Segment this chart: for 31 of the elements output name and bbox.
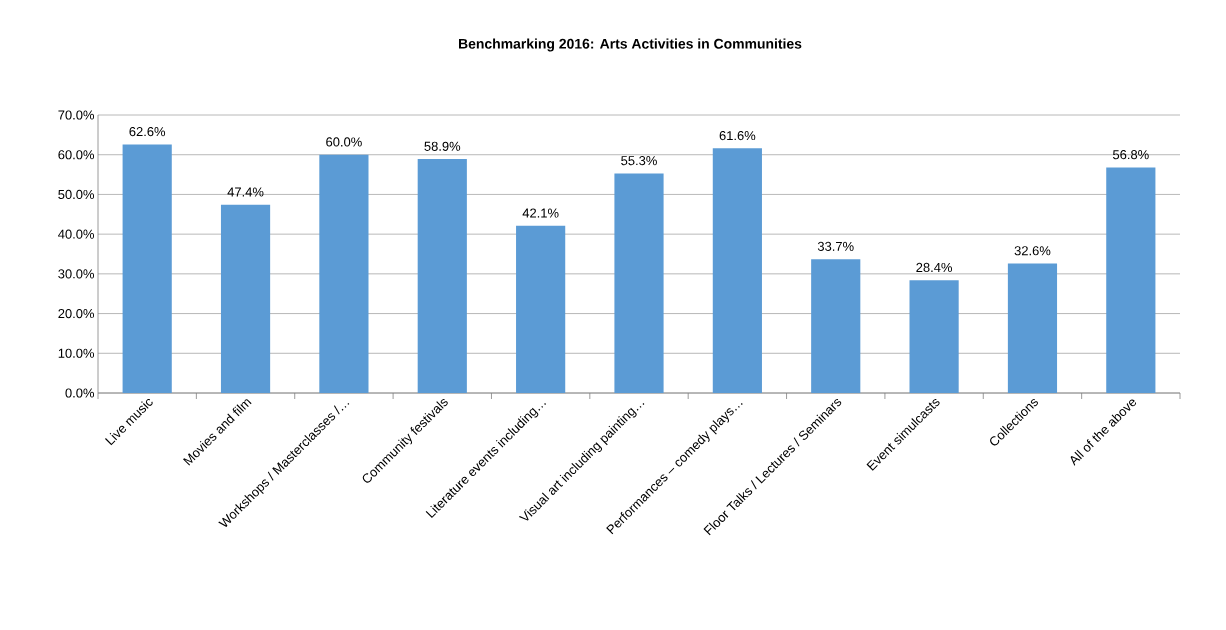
bar	[712, 148, 762, 393]
bar	[909, 280, 959, 393]
bar	[1007, 263, 1058, 393]
bar	[614, 173, 664, 393]
y-tick-label: 30.0%	[58, 269, 95, 279]
bar	[417, 159, 467, 393]
bar	[1106, 167, 1156, 393]
data-label: 62.6%	[129, 127, 166, 137]
y-tick-label: 10.0%	[58, 348, 95, 358]
bar	[220, 204, 271, 393]
chart-title: Benchmarking 2016: Arts Activities in Communities	[459, 38, 802, 52]
data-label: 33.7%	[817, 241, 854, 251]
data-label: 32.6%	[1014, 246, 1051, 256]
data-label: 55.3%	[621, 156, 657, 166]
data-label: 56.8%	[1112, 150, 1149, 160]
data-label: 42.1%	[522, 208, 559, 218]
bar	[122, 144, 172, 393]
y-tick-label: 0.0%	[65, 388, 95, 398]
data-label: 61.6%	[719, 130, 756, 141]
y-tick-label: 60.0%	[58, 150, 95, 160]
data-label: 28.4%	[916, 262, 952, 273]
data-label: 60.0%	[326, 137, 362, 147]
bar	[516, 225, 566, 393]
y-tick-label: 70.0%	[58, 110, 95, 120]
y-tick-label: 40.0%	[58, 229, 95, 239]
y-tick-label: 20.0%	[58, 308, 95, 319]
bar	[811, 259, 861, 393]
data-label: 58.9%	[424, 141, 461, 151]
y-tick-label: 50.0%	[58, 189, 95, 200]
data-label: 47.4%	[227, 187, 264, 197]
bar	[319, 154, 369, 393]
